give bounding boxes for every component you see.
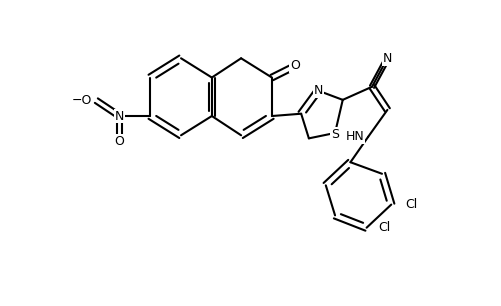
- Text: S: S: [330, 128, 338, 141]
- Text: N: N: [115, 110, 124, 122]
- Text: N: N: [313, 84, 322, 97]
- Text: O: O: [114, 135, 124, 148]
- Text: HN: HN: [345, 130, 364, 143]
- Text: Cl: Cl: [404, 198, 416, 211]
- Text: −O: −O: [72, 94, 92, 107]
- Text: Cl: Cl: [377, 221, 390, 234]
- Text: N: N: [382, 52, 391, 65]
- Text: O: O: [290, 59, 299, 73]
